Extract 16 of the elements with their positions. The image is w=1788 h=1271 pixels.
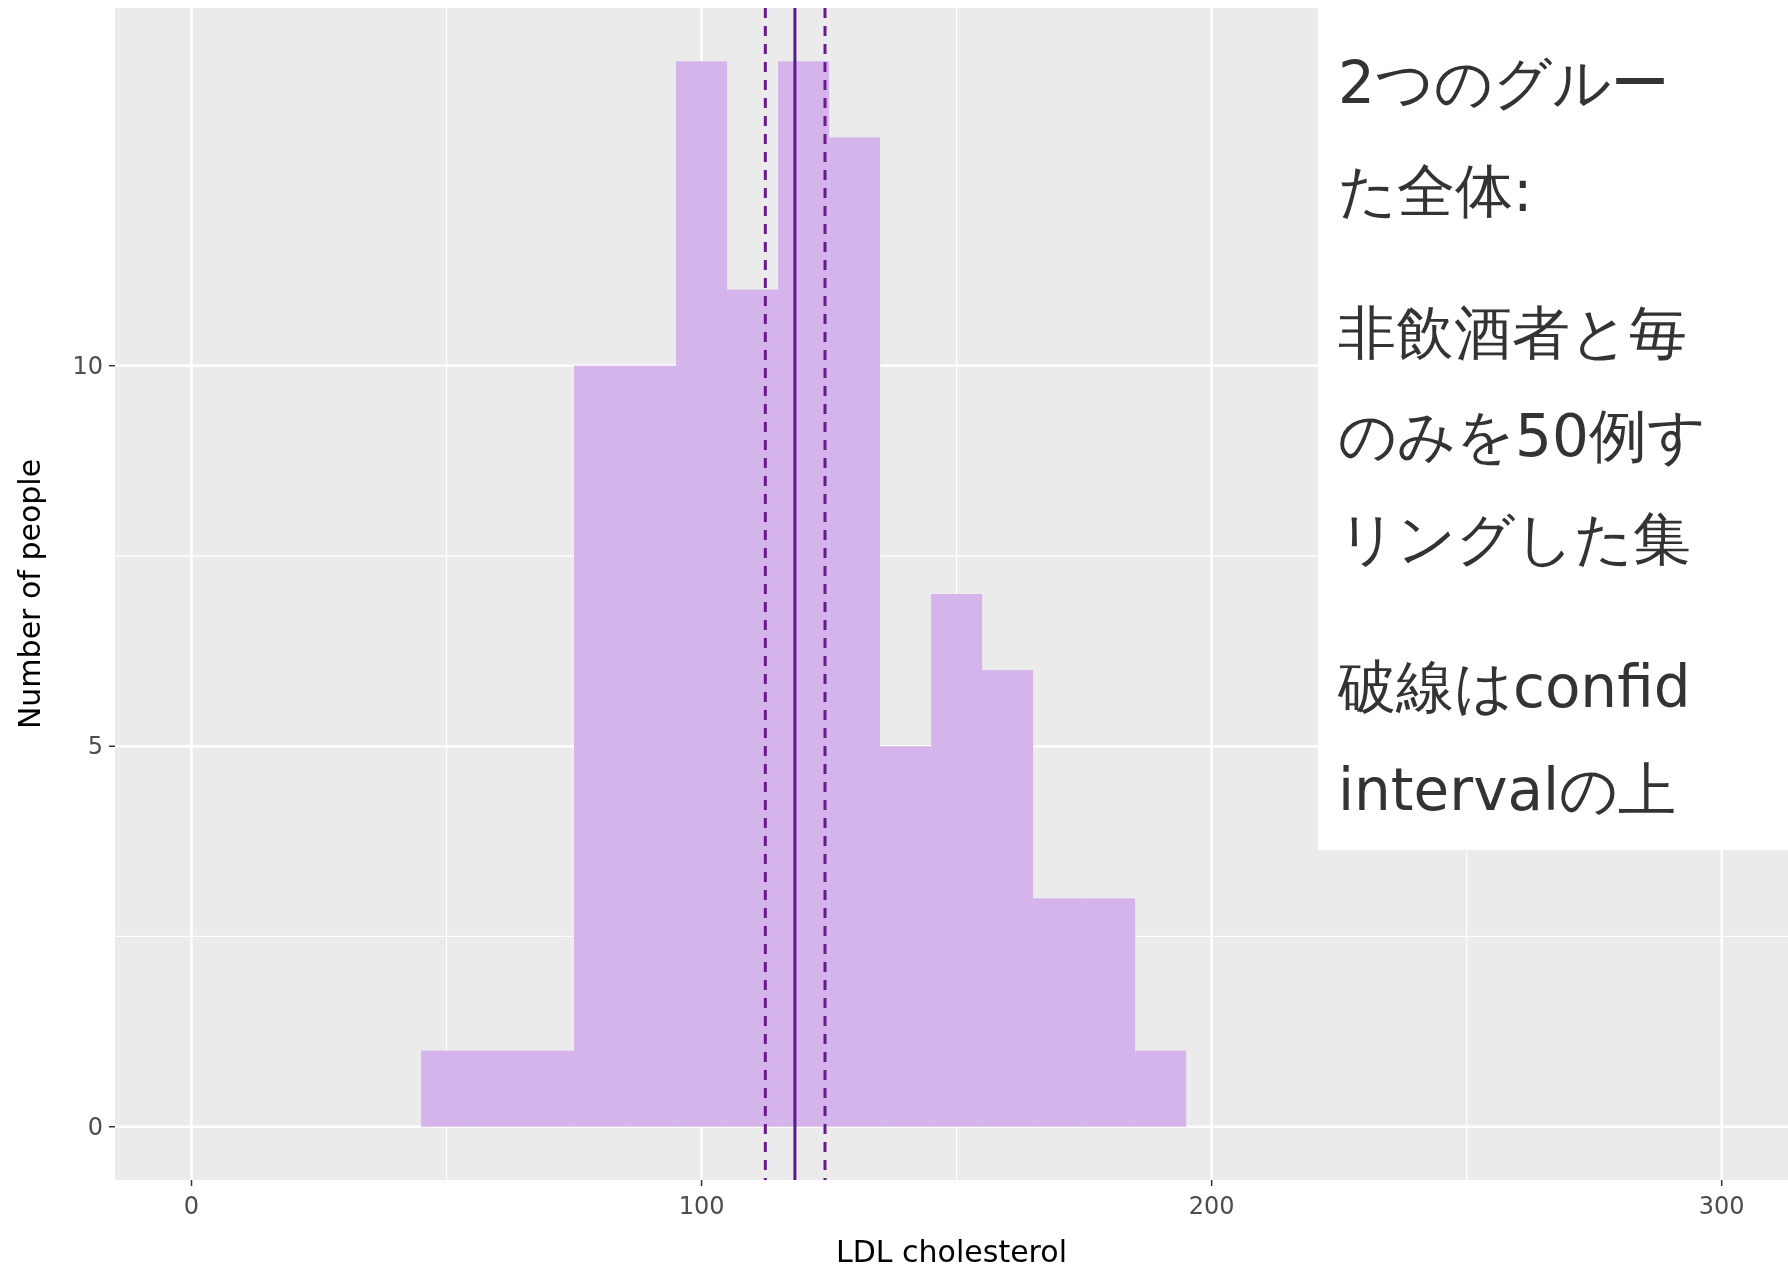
y-tick-label: 0 [87, 1112, 103, 1141]
x-tick-label: 300 [1698, 1192, 1745, 1220]
y-axis-title: Number of people [12, 458, 47, 730]
y-tick-label: 10 [72, 351, 103, 380]
annotation: 2つのグルー [1338, 49, 1669, 117]
annotation: リングした集 [1338, 505, 1691, 573]
annotation: た全体: [1338, 157, 1533, 225]
x-axis-title: LDL cholesterol [836, 1234, 1067, 1269]
y-tick-label: 5 [87, 732, 103, 761]
annotation: 非飲酒者と毎 [1338, 299, 1687, 367]
annotation: intervalの上 [1338, 756, 1677, 824]
annotation: のみを50例す [1338, 402, 1706, 470]
annotation: 破線はconfid [1337, 653, 1691, 721]
x-tick-label: 100 [678, 1192, 725, 1220]
x-tick-label: 0 [183, 1192, 200, 1220]
x-tick-label: 200 [1188, 1192, 1235, 1220]
